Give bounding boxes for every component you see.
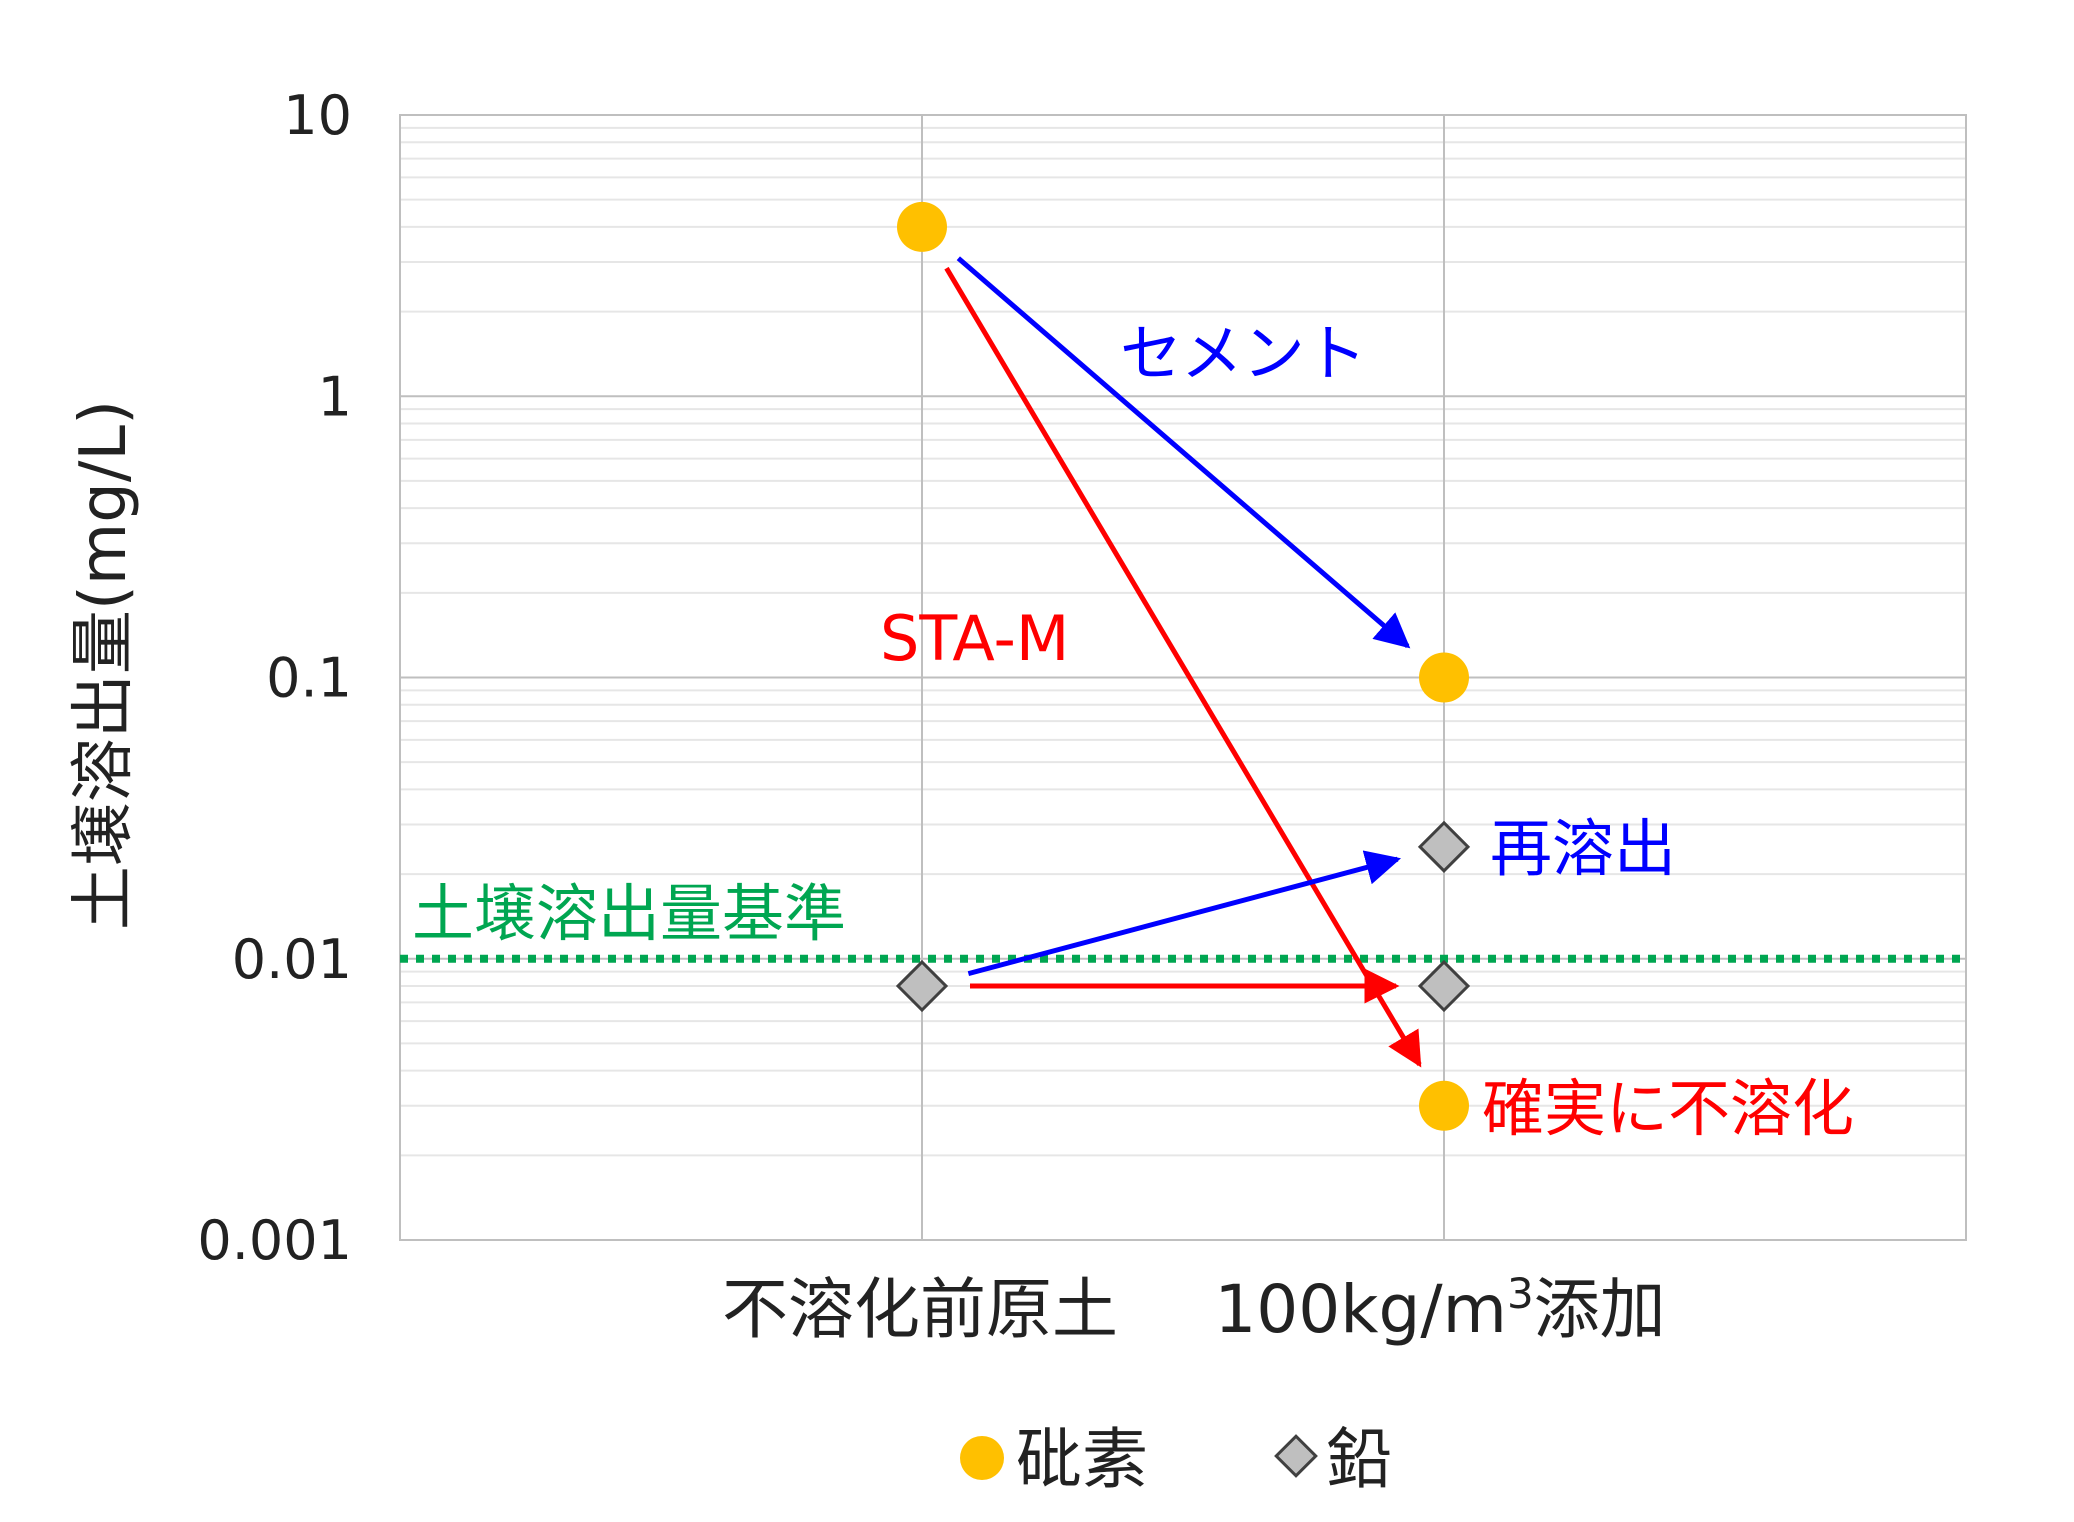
data-point-arsenic [1419, 652, 1469, 703]
annotation-insolubilized: 確実に不溶化 [1482, 1072, 1854, 1145]
annotation-sta-m: STA-M [880, 602, 1069, 675]
arrow [944, 266, 1422, 1068]
arrows [944, 256, 1422, 1068]
y-tick-label: 1 [318, 365, 352, 428]
legend-label-lead: 鉛 [1326, 1421, 1392, 1498]
arrow [967, 850, 1402, 977]
y-tick-label: 10 [283, 84, 352, 147]
legend: 砒素 鉛 [960, 1421, 1392, 1498]
y-tick-label: 0.1 [266, 647, 352, 710]
legend-label-arsenic: 砒素 [1016, 1421, 1148, 1498]
y-tick-label: 0.001 [197, 1209, 352, 1272]
data-point-arsenic [1419, 1080, 1469, 1131]
minor-gridlines [400, 126, 1966, 1157]
annotation-re-elution: 再溶出 [1490, 812, 1676, 885]
arrow [956, 256, 1411, 649]
y-tick-label: 0.01 [232, 928, 352, 991]
data-point-arsenic [897, 201, 947, 252]
reference-line-label: 土壌溶出量基準 [412, 877, 846, 950]
annotation-cement: セメント [1120, 317, 1367, 390]
x-category-label-after: 100kg/m3添加 [1214, 1269, 1665, 1349]
data-point-lead [895, 959, 949, 1013]
y-axis-label: 土壌溶出量(mg/L) [67, 400, 141, 930]
data-point-lead [1417, 820, 1471, 873]
legend-marker-lead [1274, 1434, 1318, 1478]
data-points [895, 201, 1471, 1131]
plot-area-frame [399, 114, 1967, 1241]
y-tick-labels: 10 1 0.1 0.01 0.001 [197, 84, 352, 1272]
legend-marker-arsenic [960, 1436, 1004, 1480]
data-point-lead [1417, 959, 1471, 1013]
x-category-label-before: 不溶化前原土 [722, 1271, 1118, 1348]
